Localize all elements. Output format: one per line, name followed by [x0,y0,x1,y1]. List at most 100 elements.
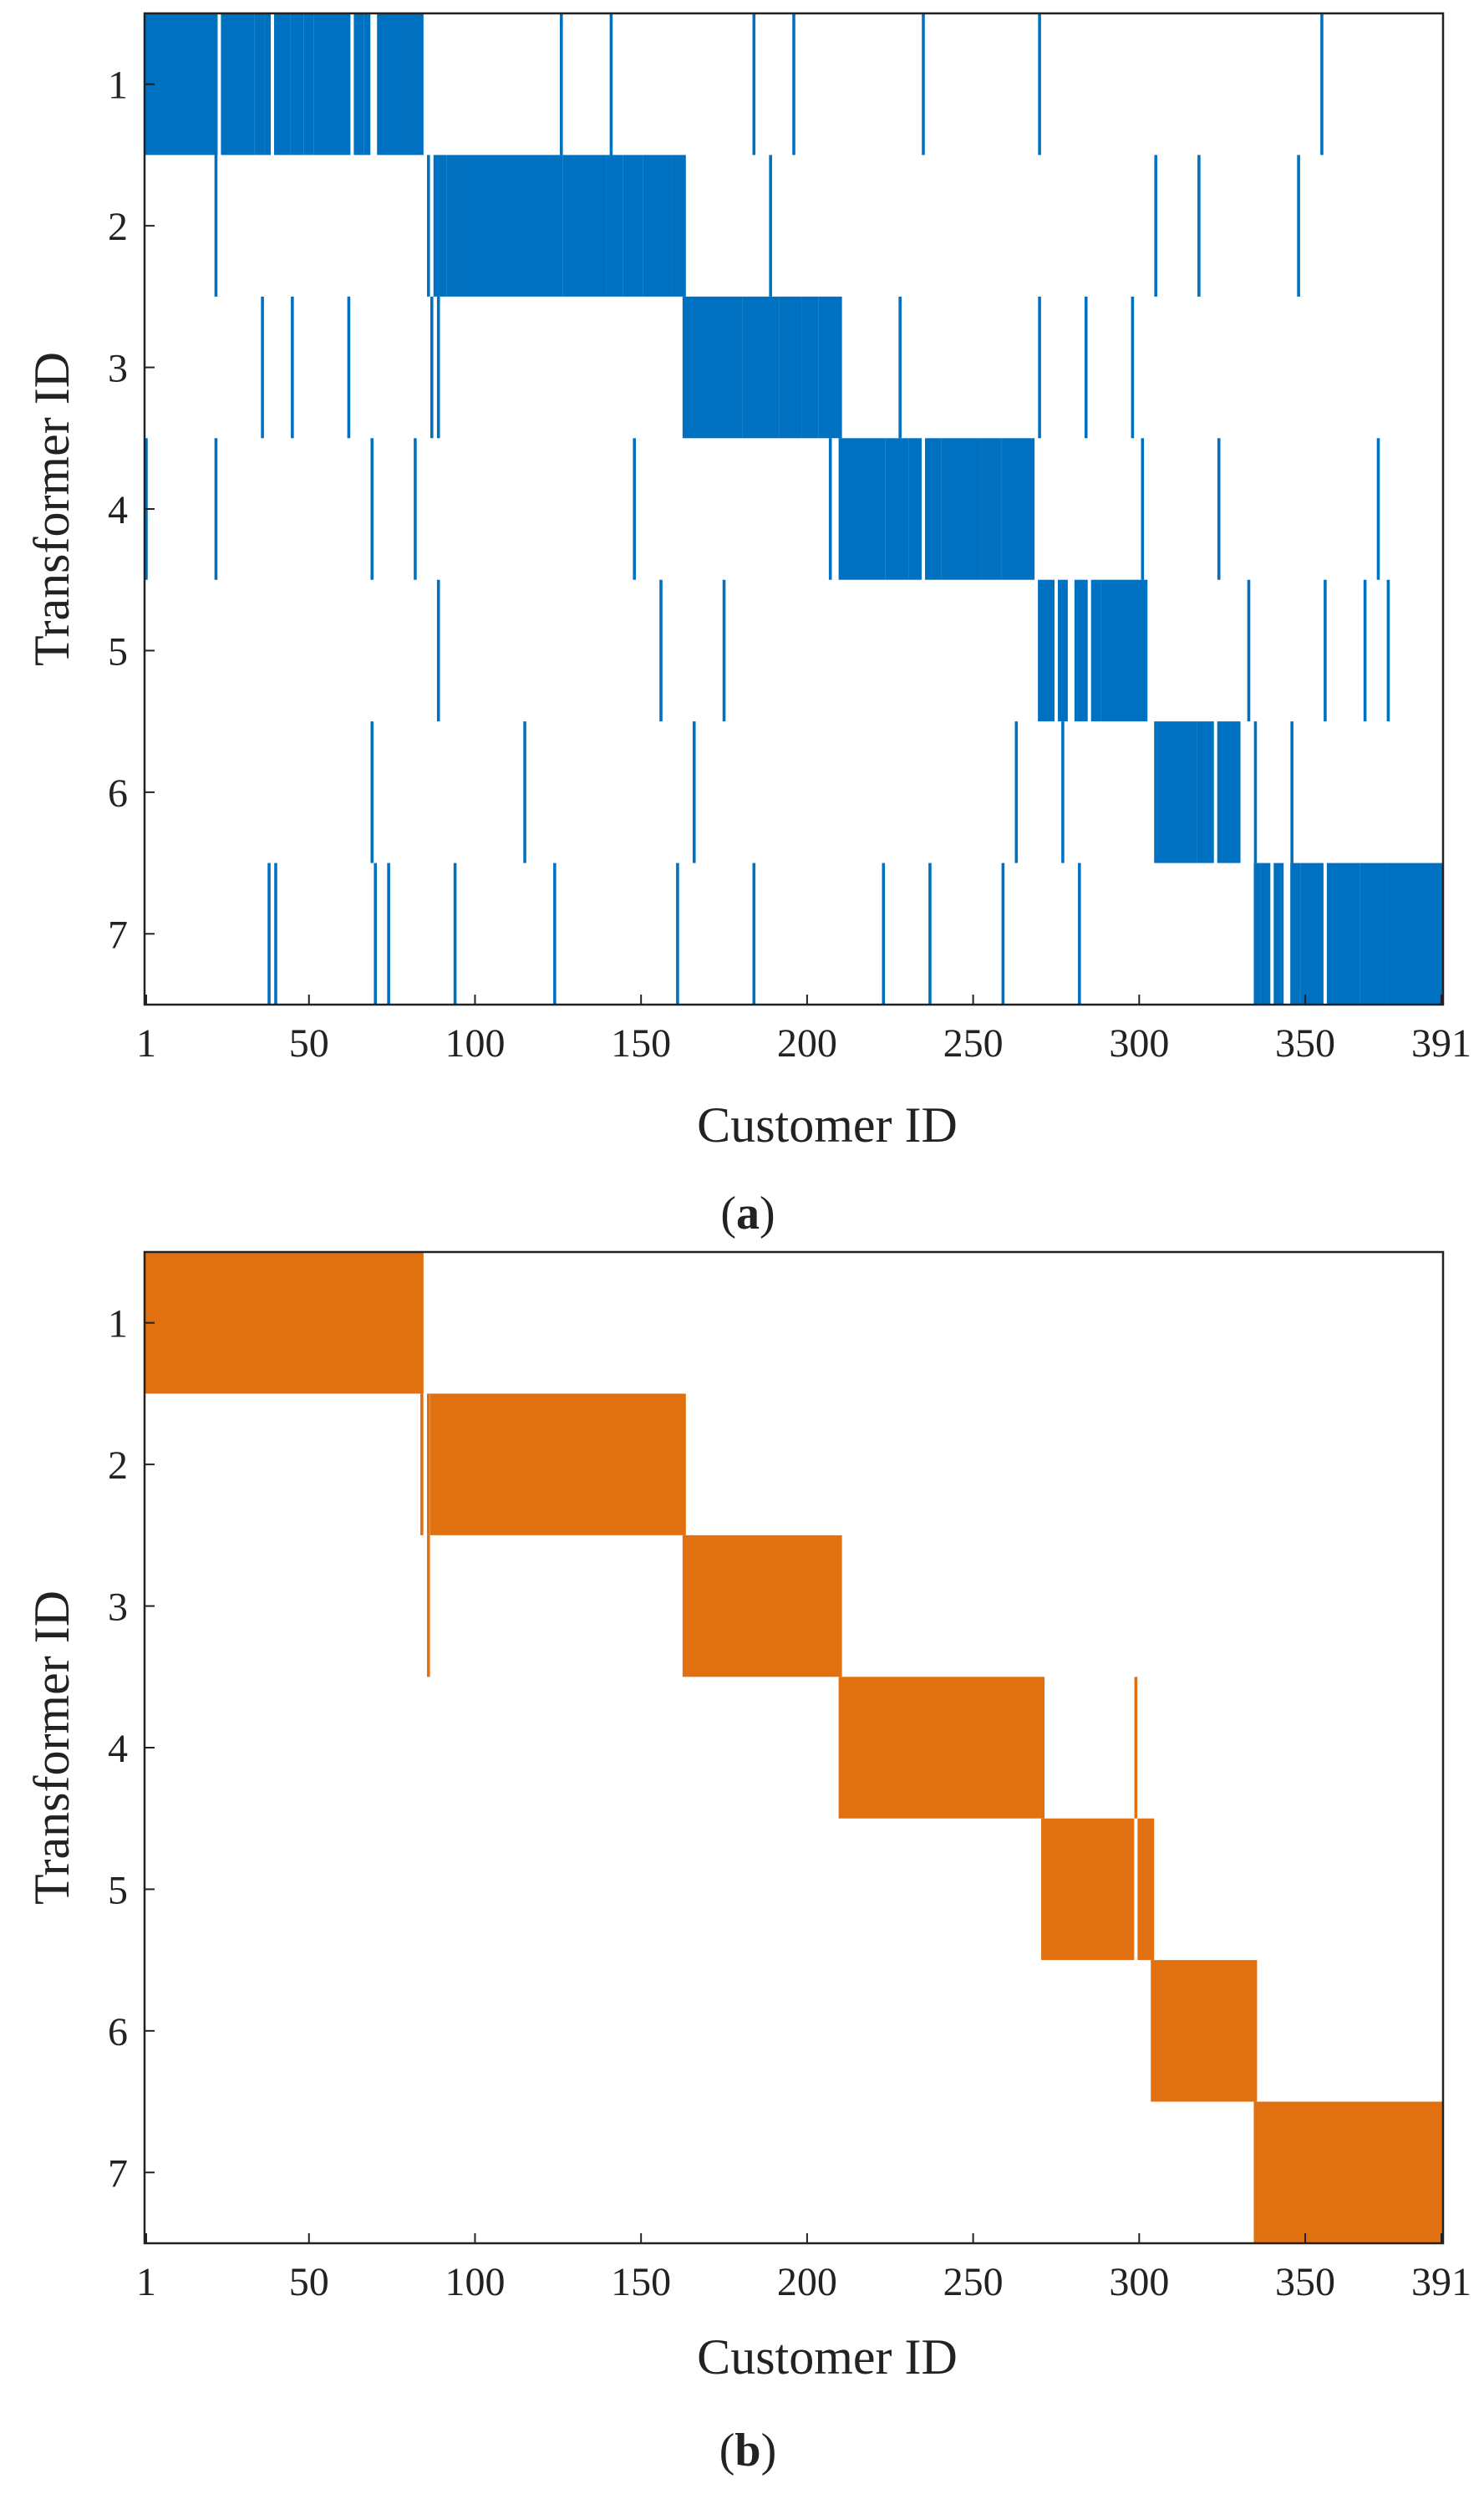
panel-b-marks [145,1252,1443,2243]
block-t7-5 [1326,863,1360,1005]
block-t6-0 [1151,1960,1258,2102]
line-t2-2 [769,155,772,297]
block-t7-7 [1386,863,1443,1005]
panel-b-y-axis-title: Transformer ID [24,1591,79,1905]
block-t1-8 [353,13,364,155]
panel-b-label: (b) [719,2425,776,2476]
block-t3-1 [742,296,780,439]
line-t3-2 [347,296,351,439]
y-tick-label: 2 [108,205,128,249]
block-t4-1 [885,438,909,580]
line-t4-5 [828,438,832,580]
block-t5-1 [1137,1818,1155,1961]
x-tick-label: 200 [777,1021,837,1066]
block-t1-12 [409,13,424,155]
block-t1-9 [363,13,371,155]
line-t7-11 [1078,863,1081,1005]
panel-a-plot-frame [143,12,1445,1006]
line-t6-2 [692,721,696,863]
line-t4-1 [214,438,218,580]
panel-a-label: (a) [720,1188,775,1239]
panel-a-x-axis-title: Customer ID [697,1097,958,1153]
line-t5-6 [1386,579,1390,722]
x-tick-label: 250 [943,1021,1004,1066]
block-t7-2 [1273,863,1284,1005]
panel-a-y-ticks: 1 2 3 4 5 6 7 [108,64,155,957]
line-t7-8 [882,863,886,1005]
block-t7-1 [1260,863,1271,1005]
y-tick-label: 5 [108,629,128,674]
line-t6-3 [1014,721,1019,863]
block-t4-6 [1001,438,1035,580]
y-tick-label: 6 [108,771,128,816]
line-t1-1 [609,13,613,155]
block-t7-0 [1253,863,1261,1005]
block-t1-7 [313,13,351,155]
x-tick-label: 100 [445,1021,505,1066]
block-t5-3 [1090,579,1101,722]
block-t7-4 [1300,863,1324,1005]
line-t1-2 [752,13,756,155]
line-t3-6 [1038,296,1041,439]
line-t4-6 [1141,438,1145,580]
block-t2-4 [596,155,607,297]
block-t7-0 [1253,2101,1443,2243]
block-t4-0 [838,1677,1045,1819]
block-t2-0 [433,155,447,297]
line-t6-4 [1061,721,1065,863]
x-tick-label: 150 [611,1021,671,1066]
block-t3-2 [779,296,802,439]
block-t5-0 [1041,1818,1135,1961]
panel-a-letter: a [736,1188,760,1239]
line-t5-5 [1363,579,1367,722]
block-t1-0 [145,13,218,155]
line-t7-5 [553,863,556,1005]
line-t7-0 [267,863,271,1005]
x-tick-label: 50 [289,2260,329,2304]
y-tick-label: 1 [108,1302,128,1346]
x-tick-label: 250 [943,2260,1004,2304]
line-t6-1 [523,721,526,863]
block-t2-2 [463,155,563,297]
y-tick-label: 1 [108,64,128,108]
block-t1-0 [145,1252,424,1394]
block-t1-6 [303,13,314,155]
panel-b-x-axis-title: Customer ID [697,2329,958,2385]
line-t4-7 [1217,438,1221,580]
block-t7-3 [1290,863,1301,1005]
line-t7-3 [387,863,390,1005]
block-t7-6 [1359,863,1387,1005]
x-tick-label: 300 [1109,2260,1169,2304]
line-t2-0 [214,155,218,297]
block-t6-1 [1197,721,1214,863]
block-t2-3 [562,155,597,297]
line-t1-6 [1320,13,1324,155]
block-t2-1 [446,155,464,297]
block-t1-11 [404,13,410,155]
panel-a-x-ticks: 1 50 100 150 200 250 300 350 391 [136,995,1471,1066]
line-t4-3 [414,438,417,580]
panel-b-letter: b [734,2425,760,2476]
y-tick-label: 4 [108,488,128,532]
line-t6-6 [1290,721,1293,863]
line-t3-7 [1084,296,1088,439]
block-t2-8 [659,155,673,297]
line-t2-0 [420,1393,424,1535]
panel-b-x-ticks: 1 50 100 150 200 250 300 350 391 [136,2233,1471,2304]
line-t5-1 [659,579,663,722]
block-t4-2 [908,438,922,580]
line-t1-0 [560,13,563,155]
block-t4-4 [941,438,982,580]
y-tick-label: 7 [108,913,128,957]
line-t4-2 [370,438,374,580]
block-t1-1 [221,13,255,155]
block-t4-5 [981,438,1002,580]
line-t7-2 [374,863,378,1005]
block-t2-9 [672,155,686,297]
x-tick-label: 150 [611,2260,671,2304]
x-tick-label: 100 [445,2260,505,2304]
line-t3-1 [291,296,294,439]
line-t1-3 [792,13,795,155]
line-t2-5 [1297,155,1300,297]
